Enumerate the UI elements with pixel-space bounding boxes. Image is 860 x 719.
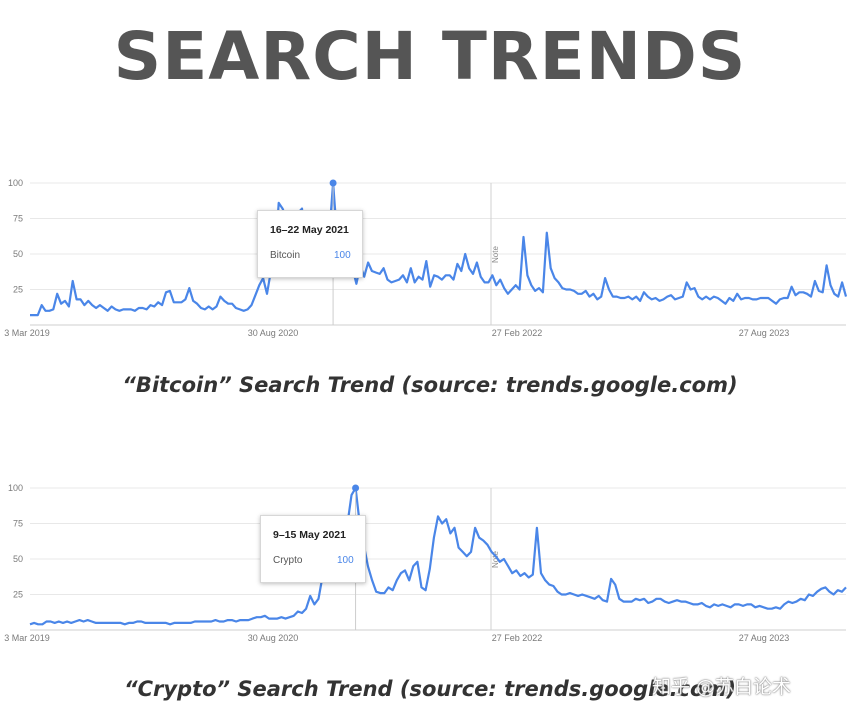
y-tick-label: 100 <box>8 178 23 188</box>
crypto-chart-caption: “Crypto” Search Trend (source: trends.go… <box>124 677 736 701</box>
y-tick-label: 75 <box>13 519 23 529</box>
series-line-bitcoin <box>30 181 848 317</box>
x-tick-label: 27 Feb 2022 <box>492 633 543 643</box>
crypto-peak-tooltip: 9–15 May 2021 Crypto 100 <box>260 515 366 583</box>
note-label: Note <box>491 246 500 263</box>
crypto-trend-chart: 25 50 75 100 Note 3 Mar 2019 30 Aug 2020 27 Feb… <box>4 483 847 643</box>
peak-point <box>329 179 337 187</box>
note-label: Note <box>491 551 500 568</box>
page-title: SEARCH TRENDS <box>113 18 747 95</box>
bitcoin-chart-caption: “Bitcoin” Search Trend (source: trends.g… <box>122 373 738 397</box>
peak-point <box>352 484 360 492</box>
x-tick-label: 30 Aug 2020 <box>248 328 299 338</box>
x-tick-label: 30 Aug 2020 <box>248 633 299 643</box>
watermark-text: 知乎 @苏白论术 <box>652 676 792 698</box>
x-tick-label: 27 Feb 2022 <box>492 328 543 338</box>
y-tick-label: 25 <box>13 590 23 600</box>
y-tick-label: 25 <box>13 285 23 295</box>
series-line-crypto <box>29 486 847 626</box>
tooltip-value: 100 <box>334 250 351 261</box>
y-tick-label: 100 <box>8 483 23 493</box>
x-tick-label: 27 Aug 2023 <box>739 328 790 338</box>
tooltip-date: 9–15 May 2021 <box>273 529 346 541</box>
x-tick-label: 3 Mar 2019 <box>4 328 50 338</box>
bitcoin-trend-chart: 25 50 75 100 Note 3 Mar 2019 30 Aug 2020 27 Feb… <box>4 178 848 338</box>
tooltip-value: 100 <box>337 555 354 566</box>
x-tick-label: 27 Aug 2023 <box>739 633 790 643</box>
tooltip-date: 16–22 May 2021 <box>270 224 349 236</box>
y-tick-label: 50 <box>13 554 23 564</box>
y-tick-label: 75 <box>13 214 23 224</box>
x-tick-label: 3 Mar 2019 <box>4 633 50 643</box>
y-tick-label: 50 <box>13 249 23 259</box>
tooltip-term: Bitcoin <box>270 250 301 261</box>
bitcoin-peak-tooltip: 16–22 May 2021 Bitcoin 100 <box>257 210 363 278</box>
tooltip-term: Crypto <box>273 555 303 566</box>
